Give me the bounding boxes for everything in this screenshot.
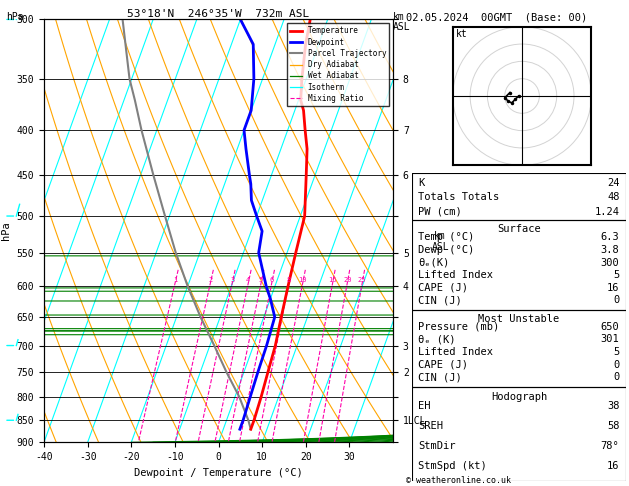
Text: Lifted Index: Lifted Index xyxy=(418,270,493,280)
Text: EH: EH xyxy=(418,400,431,411)
Text: Temp (°C): Temp (°C) xyxy=(418,232,475,243)
Text: 10: 10 xyxy=(299,277,307,283)
Title: 53°18'N  246°35'W  732m ASL: 53°18'N 246°35'W 732m ASL xyxy=(128,9,309,18)
Text: 5: 5 xyxy=(613,347,620,357)
Y-axis label: hPa: hPa xyxy=(1,222,11,240)
Text: 02.05.2024  00GMT  (Base: 00): 02.05.2024 00GMT (Base: 00) xyxy=(406,12,587,22)
Text: 24: 24 xyxy=(607,178,620,188)
Text: 0: 0 xyxy=(613,360,620,370)
Text: 2: 2 xyxy=(208,277,213,283)
Text: 650: 650 xyxy=(601,322,620,332)
Text: CAPE (J): CAPE (J) xyxy=(418,283,469,293)
Text: Totals Totals: Totals Totals xyxy=(418,192,499,202)
Text: 0: 0 xyxy=(613,295,620,305)
Text: 38: 38 xyxy=(607,400,620,411)
Text: Surface: Surface xyxy=(497,224,541,234)
Text: 4: 4 xyxy=(246,277,250,283)
Text: kt: kt xyxy=(456,29,468,39)
X-axis label: Dewpoint / Temperature (°C): Dewpoint / Temperature (°C) xyxy=(134,468,303,478)
Text: 58: 58 xyxy=(607,420,620,431)
Text: hPa: hPa xyxy=(6,12,24,22)
Text: CIN (J): CIN (J) xyxy=(418,372,462,382)
Text: 16: 16 xyxy=(607,461,620,471)
Text: 1: 1 xyxy=(173,277,177,283)
Text: 6.3: 6.3 xyxy=(601,232,620,243)
Legend: Temperature, Dewpoint, Parcel Trajectory, Dry Adiabat, Wet Adiabat, Isotherm, Mi: Temperature, Dewpoint, Parcel Trajectory… xyxy=(287,23,389,106)
Text: 6: 6 xyxy=(270,277,274,283)
Text: 25: 25 xyxy=(358,277,367,283)
Text: K: K xyxy=(418,178,425,188)
Text: 1.24: 1.24 xyxy=(594,207,620,217)
Text: 3.8: 3.8 xyxy=(601,245,620,255)
Text: 48: 48 xyxy=(607,192,620,202)
Text: 0: 0 xyxy=(613,372,620,382)
Text: CAPE (J): CAPE (J) xyxy=(418,360,469,370)
Text: 5: 5 xyxy=(259,277,263,283)
Text: Most Unstable: Most Unstable xyxy=(478,313,560,324)
Text: 16: 16 xyxy=(607,283,620,293)
Text: 78°: 78° xyxy=(601,441,620,451)
Text: 20: 20 xyxy=(343,277,352,283)
Text: Pressure (mb): Pressure (mb) xyxy=(418,322,499,332)
Text: 5: 5 xyxy=(613,270,620,280)
Text: StmDir: StmDir xyxy=(418,441,456,451)
Text: © weatheronline.co.uk: © weatheronline.co.uk xyxy=(406,476,511,485)
Text: km: km xyxy=(393,12,405,22)
Text: PW (cm): PW (cm) xyxy=(418,207,462,217)
Text: 16: 16 xyxy=(328,277,337,283)
Text: 300: 300 xyxy=(601,258,620,267)
Text: ASL: ASL xyxy=(393,22,411,32)
Text: CIN (J): CIN (J) xyxy=(418,295,462,305)
Text: StmSpd (kt): StmSpd (kt) xyxy=(418,461,487,471)
Text: θₑ(K): θₑ(K) xyxy=(418,258,450,267)
Text: θₑ (K): θₑ (K) xyxy=(418,334,456,345)
Text: 8: 8 xyxy=(287,277,291,283)
Text: Dewp (°C): Dewp (°C) xyxy=(418,245,475,255)
Text: Lifted Index: Lifted Index xyxy=(418,347,493,357)
Text: SREH: SREH xyxy=(418,420,443,431)
Y-axis label: km
ASL: km ASL xyxy=(431,231,449,252)
Text: 301: 301 xyxy=(601,334,620,345)
Text: 3: 3 xyxy=(230,277,235,283)
Text: Hodograph: Hodograph xyxy=(491,392,547,401)
